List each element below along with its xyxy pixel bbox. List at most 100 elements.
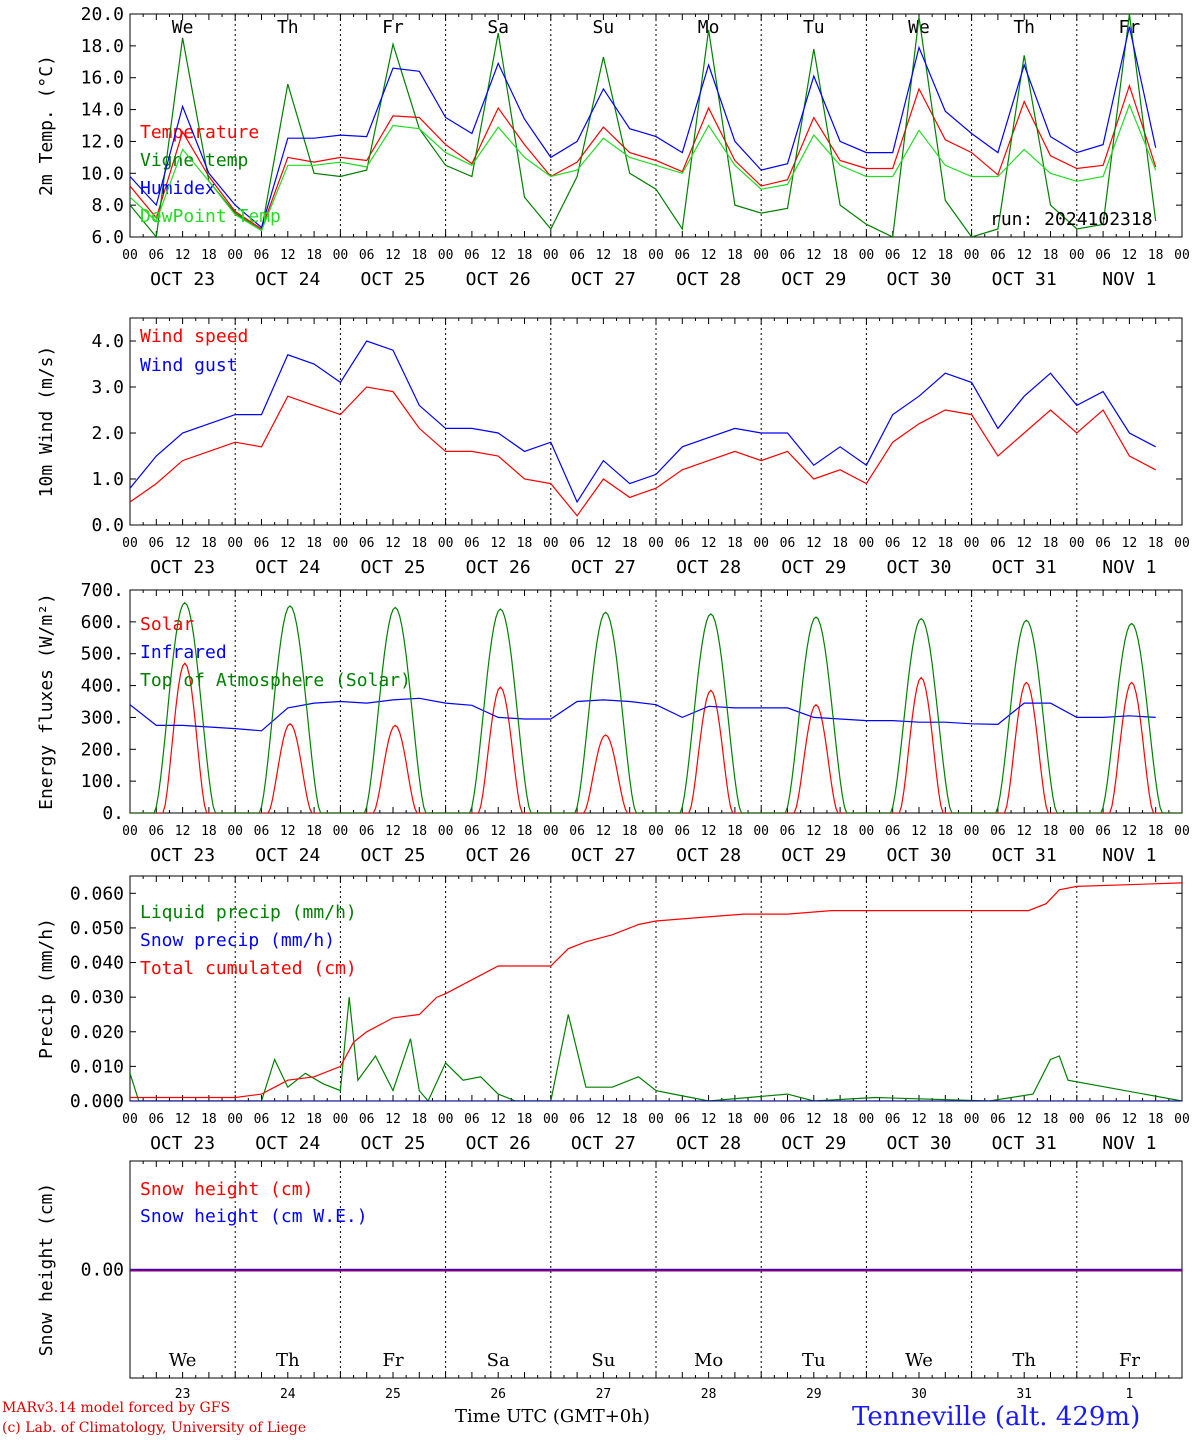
hour-label: 00: [648, 248, 664, 263]
hour-label: 12: [175, 824, 191, 839]
y-tick-label: 4.0: [91, 331, 124, 352]
date-label: OCT 31: [992, 557, 1057, 578]
x-axis-title: Time UTC (GMT+0h): [455, 1406, 650, 1427]
hour-label: 06: [674, 824, 690, 839]
hour-label: 12: [701, 248, 717, 263]
hour-label: 00: [1174, 1112, 1190, 1127]
hour-label: 00: [1069, 536, 1085, 551]
hour-label: 00: [1069, 824, 1085, 839]
date-label: NOV 1: [1102, 269, 1156, 290]
date-label: OCT 27: [571, 845, 636, 866]
date-label: OCT 23: [150, 1133, 215, 1154]
y-tick-label: 0.020: [70, 1022, 124, 1043]
hour-label: 00: [648, 1112, 664, 1127]
hour-label: 12: [911, 248, 927, 263]
weekday-label: Su: [593, 17, 615, 38]
date-label: OCT 28: [676, 845, 741, 866]
weekday-label: We: [905, 1350, 933, 1371]
series-line-vigne-temp: [130, 14, 1157, 237]
hour-label: 12: [175, 248, 191, 263]
y-axis-label-wind: 10m Wind (m/s): [36, 346, 57, 498]
hour-label: 12: [806, 1112, 822, 1127]
hour-label: 18: [832, 824, 848, 839]
day-number-label: 26: [490, 1387, 506, 1402]
hour-label: 12: [385, 248, 401, 263]
hour-label: 18: [727, 248, 743, 263]
date-label: OCT 29: [781, 269, 846, 290]
y-tick-label: 14.0: [81, 100, 124, 121]
hour-label: 00: [753, 536, 769, 551]
y-tick-label: 0.000: [70, 1091, 124, 1112]
hour-label: 12: [280, 1112, 296, 1127]
hour-label: 12: [806, 824, 822, 839]
weekday-label: Fr: [1119, 1350, 1140, 1371]
hour-label: 06: [990, 536, 1006, 551]
weekday-label: We: [169, 1350, 197, 1371]
series-line-infrared: [130, 697, 1156, 732]
hour-label: 06: [1095, 248, 1111, 263]
date-label: OCT 31: [992, 845, 1057, 866]
y-tick-label: 16.0: [81, 68, 124, 89]
hour-label: 06: [254, 824, 270, 839]
hour-label: 18: [517, 824, 533, 839]
hour-label: 00: [964, 248, 980, 263]
hour-label: 12: [596, 1112, 612, 1127]
hour-label: 12: [490, 824, 506, 839]
hour-label: 12: [280, 536, 296, 551]
hour-label: 06: [569, 536, 585, 551]
hour-label: 06: [359, 824, 375, 839]
hour-label: 12: [701, 824, 717, 839]
weekday-label: Th: [277, 17, 299, 38]
series-line-wind-speed: [130, 386, 1156, 517]
hour-label: 18: [622, 1112, 638, 1127]
y-tick-label: 0.00: [81, 1260, 124, 1281]
hour-label: 06: [569, 824, 585, 839]
hour-label: 18: [411, 536, 427, 551]
hour-label: 12: [490, 1112, 506, 1127]
hour-label: 12: [911, 1112, 927, 1127]
hour-label: 12: [1016, 536, 1032, 551]
date-label: OCT 23: [150, 557, 215, 578]
legend-entry: Top of Atmosphere (Solar): [140, 670, 411, 691]
hour-label: 06: [254, 248, 270, 263]
hour-label: 18: [201, 248, 217, 263]
hour-label: 00: [648, 824, 664, 839]
series-line-solar: [130, 662, 1182, 813]
hour-label: 00: [1069, 248, 1085, 263]
y-tick-label: 1.0: [91, 469, 124, 490]
legend-entry: Solar: [140, 614, 194, 635]
hour-label: 18: [832, 536, 848, 551]
hour-label: 06: [990, 1112, 1006, 1127]
hour-label: 06: [464, 1112, 480, 1127]
y-tick-label: 3.0: [91, 377, 124, 398]
hour-label: 18: [1148, 1112, 1164, 1127]
hour-label: 06: [990, 824, 1006, 839]
y-tick-label: 700.: [81, 580, 124, 601]
date-label: OCT 25: [360, 557, 425, 578]
legend-entry: Snow height (cm): [140, 1179, 313, 1200]
series-line-top-of-atmosphere-solar-: [130, 601, 1182, 813]
hour-label: 06: [254, 536, 270, 551]
hour-label: 18: [937, 248, 953, 263]
hour-label: 00: [859, 824, 875, 839]
hour-label: 12: [911, 536, 927, 551]
weekday-label: We: [172, 17, 194, 38]
hour-label: 00: [648, 536, 664, 551]
weekday-label: Tu: [802, 1350, 826, 1371]
y-tick-label: 0.010: [70, 1056, 124, 1077]
hour-label: 18: [411, 248, 427, 263]
hour-label: 06: [254, 1112, 270, 1127]
date-label: OCT 26: [466, 845, 531, 866]
y-tick-label: 0.040: [70, 953, 124, 974]
hour-label: 12: [385, 536, 401, 551]
legend-entry: Wind speed: [140, 326, 248, 347]
y-tick-label: 0.060: [70, 883, 124, 904]
y-tick-label: 12.0: [81, 131, 124, 152]
hour-label: 00: [859, 248, 875, 263]
weekday-label: Fr: [382, 1350, 403, 1371]
date-label: OCT 31: [992, 269, 1057, 290]
day-number-label: 25: [385, 1387, 401, 1402]
hour-label: 12: [490, 248, 506, 263]
day-number-label: 24: [280, 1387, 296, 1402]
date-label: OCT 30: [886, 269, 951, 290]
